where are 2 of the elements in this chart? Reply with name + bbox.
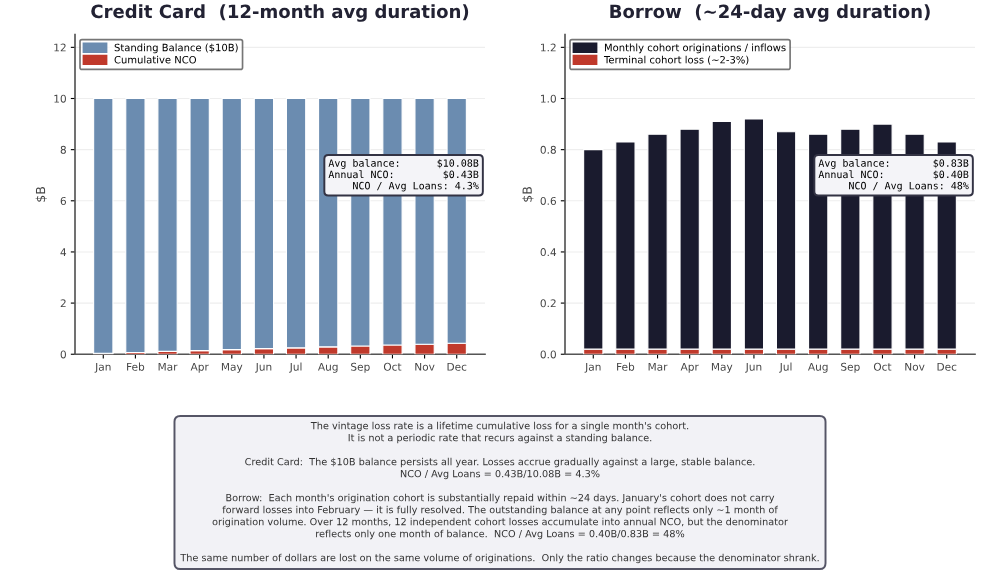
chart-title: Credit Card (12-month avg duration) <box>91 4 469 22</box>
chart-title: Borrow (~24-day avg duration) <box>610 4 930 22</box>
